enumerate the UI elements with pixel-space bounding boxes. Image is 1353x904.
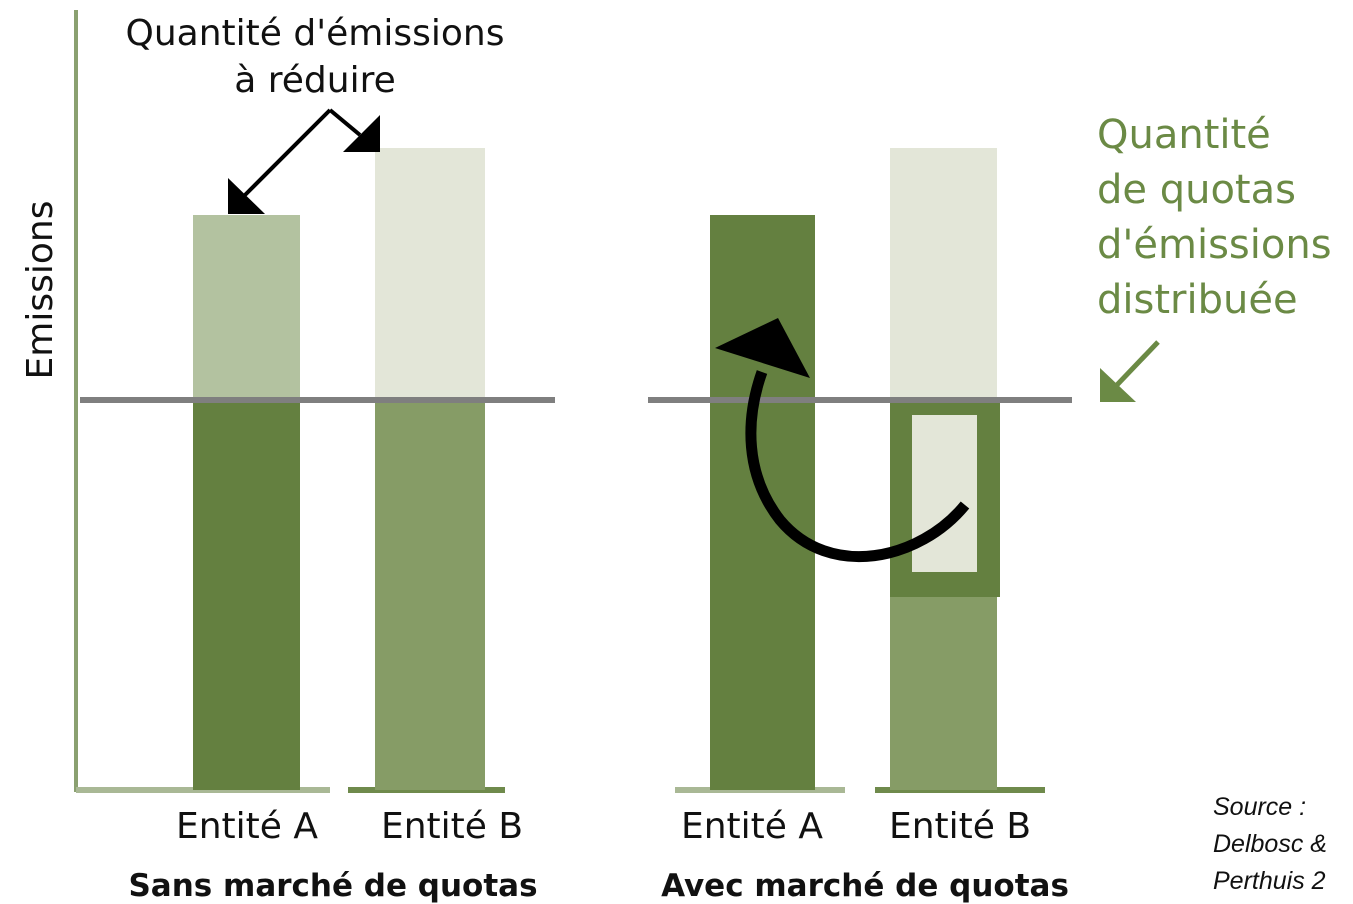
bar-part [890, 148, 997, 400]
arrow-head [228, 178, 265, 214]
pointer-arrow [243, 108, 332, 197]
bar-part [193, 215, 300, 400]
annotation: Quantité d'émissions [126, 13, 505, 54]
annotation: d'émissions [1097, 222, 1332, 268]
arrow-head [715, 318, 810, 378]
arrow-head [343, 115, 380, 152]
source: Source : [1213, 793, 1306, 821]
panel-title: Avec marché de quotas [661, 868, 1069, 904]
entity-label: Entité A [176, 806, 318, 847]
pointer-arrow [328, 108, 362, 137]
annotation: de quotas [1097, 167, 1296, 213]
bar-part [193, 400, 300, 790]
entity-label: Entité B [381, 806, 523, 847]
panel-title: Sans marché de quotas [128, 868, 537, 904]
annotation: Quantité [1097, 112, 1271, 158]
annotation: distribuée [1097, 277, 1298, 323]
pointer-arrow [1113, 340, 1160, 389]
source: Perthuis 2 [1213, 867, 1326, 895]
bar-part [375, 400, 485, 790]
bar-part [890, 597, 997, 790]
entity-label: Entité A [681, 806, 823, 847]
transfer-arrow [745, 370, 970, 563]
bar-part [912, 415, 977, 572]
bar-part [375, 148, 485, 400]
y-axis-label: Emissions [20, 201, 61, 380]
entity-label: Entité B [889, 806, 1031, 847]
source: Delbosc & [1213, 830, 1327, 858]
arrow-head [1100, 368, 1136, 402]
annotation: à réduire [234, 60, 396, 101]
